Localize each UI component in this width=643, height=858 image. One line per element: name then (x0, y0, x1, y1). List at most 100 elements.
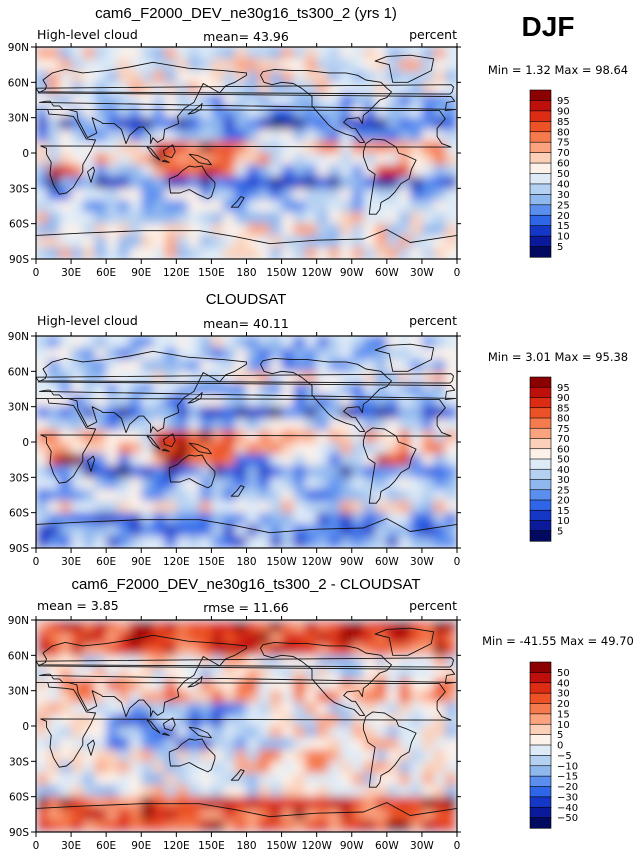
x-tick-label: 0 (454, 267, 461, 279)
colorbar-label: 20 (557, 496, 570, 507)
colorbar-swatch (529, 162, 552, 175)
colorbar-swatch (529, 672, 552, 684)
colorbar-swatch (529, 458, 552, 470)
y-tick-label: 90S (9, 254, 29, 266)
x-tick-label: 120W (301, 840, 332, 852)
colorbar-swatch (529, 734, 552, 746)
x-tick-label: 60W (375, 556, 399, 568)
y-tick-label: 90N (8, 331, 29, 343)
colorbar-swatch (529, 427, 552, 440)
x-tick-label: 0 (33, 556, 40, 568)
colorbar-label: 5 (557, 526, 563, 537)
coastlines (36, 343, 457, 548)
x-tick-label: 30E (61, 556, 81, 568)
colorbar-swatch (529, 755, 552, 767)
x-tick-label: 180 (236, 267, 256, 279)
variable-label: High-level cloud (37, 313, 138, 328)
colorbar-swatch (529, 448, 552, 460)
colorbar-swatch (529, 110, 552, 122)
colorbar-swatch (529, 479, 552, 491)
minmax-label: Min = 3.01 Max = 95.38 (488, 350, 628, 364)
x-tick-label: 60E (96, 840, 116, 852)
colorbar-label: 90 (557, 393, 570, 404)
colorbar-label: 25 (557, 485, 570, 496)
colorbar-swatch (529, 141, 552, 154)
colorbar-swatch (529, 407, 552, 419)
colorbar-swatch (529, 417, 552, 429)
colorbar-swatch (529, 183, 552, 195)
y-tick-label: 90S (9, 827, 29, 839)
x-tick-label: 30W (410, 840, 434, 852)
colorbar-label: 5 (557, 730, 563, 741)
x-tick-label: 150E (198, 840, 225, 852)
x-tick-label: 120W (301, 267, 332, 279)
colorbar-swatch (529, 744, 552, 756)
x-tick-label: 60W (375, 267, 399, 279)
colorbar-label: −5 (557, 751, 572, 762)
variable-label: High-level cloud (37, 27, 138, 42)
colorbar-label: −15 (557, 772, 578, 783)
x-tick-label: 180 (236, 556, 256, 568)
x-tick-label: 90W (340, 556, 364, 568)
colorbar-swatch (529, 692, 552, 705)
colorbar-swatch (529, 499, 552, 511)
units-label: percent (409, 598, 457, 613)
colorbar-swatch (529, 530, 552, 542)
x-tick-label: 60W (375, 840, 399, 852)
colorbar-label: 75 (557, 138, 570, 149)
colorbar-label: 70 (557, 148, 570, 159)
x-tick-label: 90E (131, 267, 151, 279)
y-tick-label: 90N (8, 42, 29, 54)
field-map (36, 47, 457, 259)
season-label: DJF (522, 11, 575, 42)
y-tick-label: 60N (8, 366, 29, 378)
y-tick-label: 90S (9, 543, 29, 555)
x-tick-label: 150E (198, 556, 225, 568)
y-tick-label: 0 (22, 148, 29, 160)
colorbar-label: 85 (557, 117, 570, 128)
units-label: percent (409, 313, 457, 328)
colorbar-swatch (529, 214, 552, 227)
colorbar-swatch (529, 703, 552, 715)
y-tick-label: 30S (9, 472, 29, 484)
y-tick-label: 60S (9, 792, 29, 804)
colorbar-label: 70 (557, 434, 570, 445)
colorbar-swatch (529, 194, 552, 206)
mean-label: mean = 3.85 (37, 598, 119, 613)
y-tick-label: 60S (9, 508, 29, 520)
colorbar-label: 20 (557, 699, 570, 710)
x-tick-label: 30W (410, 556, 434, 568)
colorbar-label: −40 (557, 803, 578, 814)
colorbar-label: −30 (557, 792, 578, 803)
x-tick-label: 150E (198, 267, 225, 279)
minmax-label: Min = 1.32 Max = 98.64 (488, 63, 628, 77)
x-tick-label: 150W (266, 840, 297, 852)
panel-title: cam6_F2000_DEV_ne30g16_ts300_2 (yrs 1) (95, 5, 397, 22)
colorbar-label: 85 (557, 403, 570, 414)
colorbar-swatch (529, 796, 552, 808)
x-tick-label: 120E (163, 267, 190, 279)
colorbar-swatch (529, 468, 552, 481)
y-tick-label: 60S (9, 219, 29, 231)
colorbar-swatch (529, 509, 552, 522)
colorbar-label: 30 (557, 190, 570, 201)
x-tick-label: 150W (266, 267, 297, 279)
colorbar-label: 30 (557, 689, 570, 700)
colorbar-swatch (529, 121, 552, 133)
colorbar-label: 50 (557, 169, 570, 180)
x-tick-label: 90E (131, 556, 151, 568)
panel-difference: cam6_F2000_DEV_ne30g16_ts300_2 - CLOUDSA… (8, 576, 634, 852)
mean-label: mean= 40.11 (203, 316, 289, 331)
colorbar-swatch (529, 806, 552, 819)
colorbar-label: 80 (557, 127, 570, 138)
colorbar-label: 50 (557, 455, 570, 466)
minmax-label: Min = -41.55 Max = 49.70 (482, 634, 634, 648)
colorbar-swatch (529, 520, 552, 532)
colorbar-swatch (529, 817, 552, 829)
colorbar-swatch (529, 131, 552, 143)
panel-title: cam6_F2000_DEV_ne30g16_ts300_2 - CLOUDSA… (71, 576, 420, 593)
y-tick-label: 30N (8, 686, 29, 698)
x-tick-label: 120W (301, 556, 332, 568)
